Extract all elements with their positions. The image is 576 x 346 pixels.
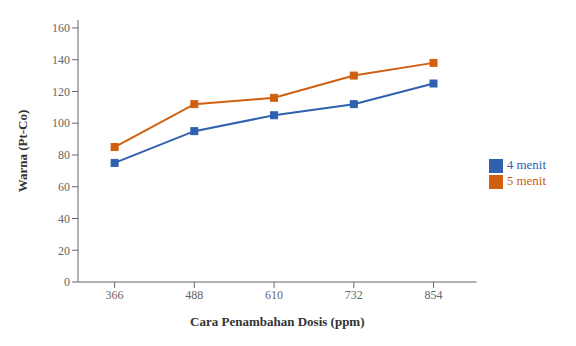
svg-text:40: 40 [58, 212, 70, 226]
svg-text:140: 140 [52, 53, 70, 67]
svg-text:120: 120 [52, 85, 70, 99]
svg-text:0: 0 [64, 275, 70, 289]
svg-text:732: 732 [345, 288, 363, 302]
svg-text:80: 80 [58, 148, 70, 162]
svg-text:366: 366 [106, 288, 124, 302]
svg-text:60: 60 [58, 180, 70, 194]
svg-text:854: 854 [425, 288, 443, 302]
svg-text:100: 100 [52, 116, 70, 130]
svg-text:20: 20 [58, 244, 70, 258]
html-text:4 menit: 4 menit [506, 157, 546, 172]
svg-text:610: 610 [265, 288, 283, 302]
svg-text:Cara Penambahan Dosis (ppm): Cara Penambahan Dosis (ppm) [190, 314, 364, 329]
svg-text:Warna (Pt-Co): Warna (Pt-Co) [15, 110, 30, 193]
html-text:5 menit: 5 menit [506, 173, 546, 188]
svg-text:160: 160 [52, 21, 70, 35]
svg-text:488: 488 [185, 288, 203, 302]
